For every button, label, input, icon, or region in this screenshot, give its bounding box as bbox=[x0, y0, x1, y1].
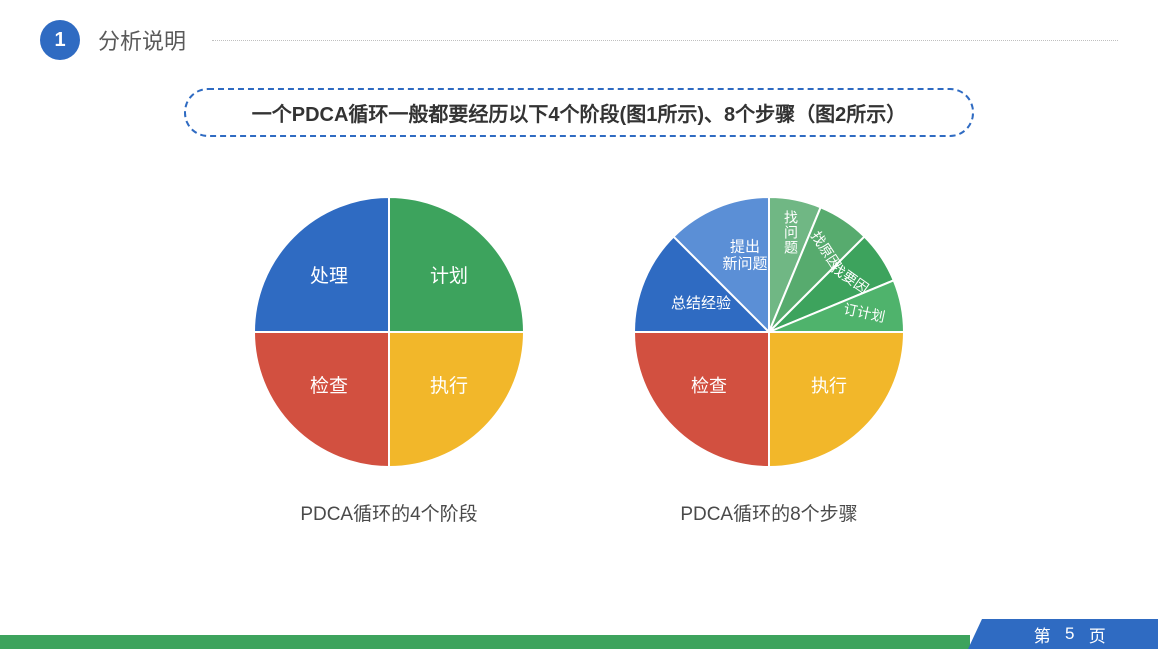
chart2-caption: PDCA循环的8个步骤 bbox=[680, 499, 857, 526]
svg-text:检查: 检查 bbox=[310, 375, 348, 397]
svg-text:处理: 处理 bbox=[310, 265, 348, 287]
svg-text:总结经验: 总结经验 bbox=[671, 295, 731, 312]
svg-text:提出: 提出 bbox=[730, 238, 760, 255]
pie-slice bbox=[769, 332, 904, 467]
pie-slice bbox=[254, 197, 389, 332]
section-title: 分析说明 bbox=[98, 24, 186, 56]
pie-slice-label: 处理 bbox=[310, 265, 348, 287]
section-number-badge: 1 bbox=[40, 20, 80, 60]
pie-slice bbox=[389, 332, 524, 467]
svg-text:执行: 执行 bbox=[430, 375, 468, 397]
subtitle-text: 一个PDCA循环一般都要经历以下4个阶段(图1所示)、8个步骤（图2所示） bbox=[252, 104, 906, 126]
chart2-column: 找问题找原因找要因订计划执行检查总结经验提出新问题 PDCA循环的8个步骤 bbox=[624, 187, 914, 526]
pie-slice bbox=[389, 197, 524, 332]
pie-slice-label: 检查 bbox=[310, 375, 348, 397]
charts-row: 计划执行检查处理 PDCA循环的4个阶段 找问题找原因找要因订计划执行检查总结经… bbox=[0, 187, 1158, 526]
header-divider bbox=[212, 40, 1118, 41]
pie-slice-label: 执行 bbox=[430, 375, 468, 397]
chart1-caption: PDCA循环的4个阶段 bbox=[300, 499, 477, 526]
svg-text:执行: 执行 bbox=[811, 376, 847, 396]
pie-slice-label: 找问题 bbox=[784, 210, 798, 256]
header: 1 分析说明 bbox=[0, 0, 1158, 60]
svg-text:计划: 计划 bbox=[430, 265, 468, 287]
pie-slice-label: 检查 bbox=[691, 376, 727, 396]
page-suffix: 页 bbox=[1089, 622, 1106, 647]
page-prefix: 第 bbox=[1034, 622, 1051, 647]
pie-slice bbox=[634, 332, 769, 467]
svg-text:新问题: 新问题 bbox=[722, 255, 767, 272]
svg-text:检查: 检查 bbox=[691, 376, 727, 396]
subtitle-box: 一个PDCA循环一般都要经历以下4个阶段(图1所示)、8个步骤（图2所示） bbox=[184, 88, 974, 137]
svg-text:问: 问 bbox=[784, 225, 798, 241]
pdca-4-stages-pie: 计划执行 检查 处理 bbox=[244, 187, 534, 477]
chart1-column: 计划执行 检查 处理 PDCA循环的4个阶段 bbox=[244, 187, 534, 526]
footer: 第 5 页 bbox=[0, 619, 1158, 649]
pie-slice bbox=[254, 332, 389, 467]
footer-page-indicator: 第 5 页 bbox=[968, 619, 1158, 649]
svg-text:题: 题 bbox=[784, 240, 798, 256]
pie-slice-label: 执行 bbox=[811, 376, 847, 396]
footer-green-bar bbox=[0, 635, 970, 649]
svg-text:找: 找 bbox=[784, 210, 798, 226]
pie-slice-label: 计划 bbox=[430, 265, 468, 287]
page-number: 5 bbox=[1065, 624, 1074, 644]
pie-slice-label: 总结经验 bbox=[671, 295, 731, 312]
pdca-8-steps-pie: 找问题找原因找要因订计划执行检查总结经验提出新问题 bbox=[624, 187, 914, 477]
